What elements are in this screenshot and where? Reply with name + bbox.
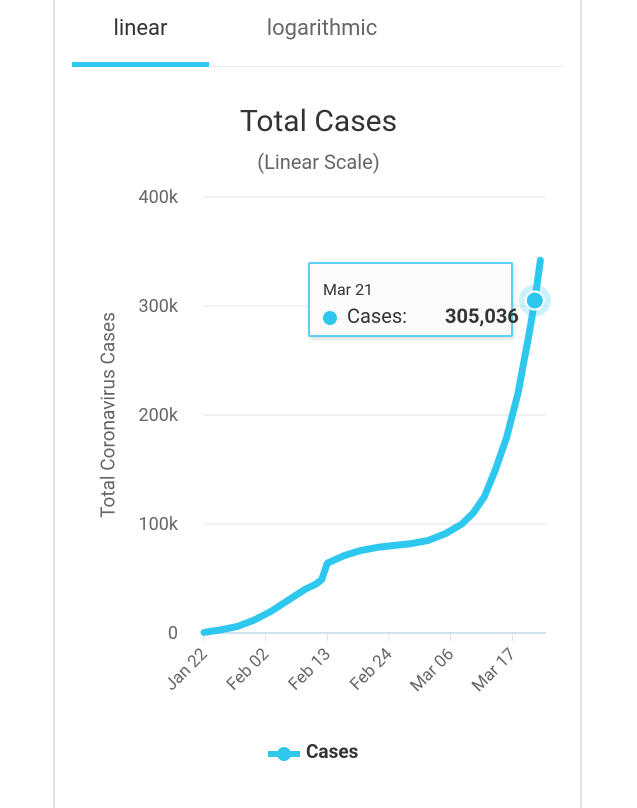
y-tick-label: 200k	[139, 405, 179, 426]
y-axis-ticks: 0 100k 200k 300k 400k	[139, 187, 179, 644]
tab-logarithmic[interactable]: logarithmic	[266, 16, 378, 41]
x-axis-ticks: Jan 22 Feb 02 Feb 13 Feb 24 Mar 06 Mar 17	[161, 633, 520, 696]
y-tick-label: 400k	[139, 187, 179, 208]
active-tab-indicator	[72, 62, 209, 67]
x-tick-label: Jan 22	[161, 644, 211, 694]
tooltip-value: 305,036	[445, 304, 519, 328]
data-tooltip: Mar 21 Cases: 305,036	[308, 262, 519, 337]
y-tick-label: 100k	[139, 514, 179, 535]
chart-title: Total Cases	[239, 104, 398, 139]
y-tick-label: 300k	[139, 296, 179, 317]
x-tick-label: Mar 17	[468, 644, 520, 696]
x-tick-label: Mar 06	[406, 644, 458, 696]
series-cases	[200, 256, 551, 636]
x-tick-label: Feb 13	[285, 644, 335, 694]
scale-tabs: linear logarithmic	[72, 0, 564, 67]
tooltip-date: Mar 21	[323, 280, 374, 299]
x-tick-label: Feb 02	[223, 644, 273, 694]
legend-line-icon	[268, 747, 300, 761]
grid-lines	[204, 196, 546, 634]
x-tick-label: Feb 24	[346, 644, 397, 695]
chart-subtitle: (Linear Scale)	[257, 150, 380, 174]
chart-card	[53, 0, 582, 808]
tab-linear[interactable]: linear	[113, 16, 168, 41]
series-line-cases	[200, 256, 544, 636]
tooltip-series-label: Cases:	[347, 304, 407, 328]
tooltip-series-dot	[323, 311, 337, 325]
y-tick-label: 0	[168, 623, 178, 644]
legend-label: Cases	[306, 740, 359, 763]
highlight-point	[524, 290, 545, 311]
